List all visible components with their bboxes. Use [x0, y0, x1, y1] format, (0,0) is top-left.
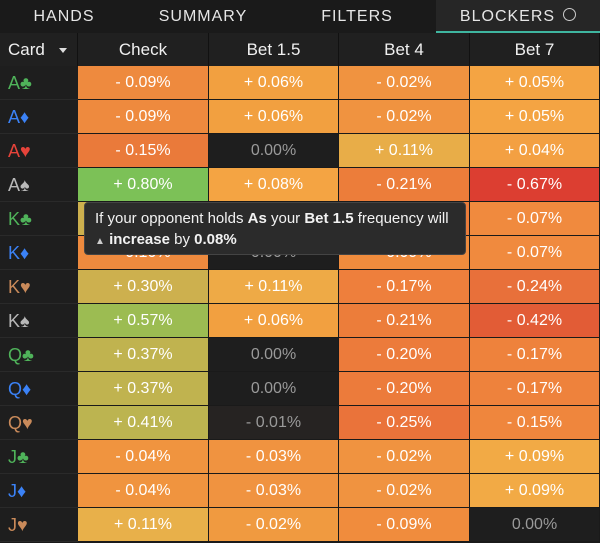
column-header[interactable]: Bet 1.5: [209, 33, 339, 66]
sort-caret[interactable]: [58, 48, 67, 54]
blocker-cell: - 0.07%: [470, 202, 600, 236]
blocker-cell: 0.00%: [470, 508, 600, 542]
tooltip: If your opponent holds As your Bet 1.5 f…: [84, 202, 466, 255]
blocker-cell: + 0.06%: [209, 304, 339, 338]
card-label: K♣: [0, 202, 78, 236]
tab[interactable]: SUMMARY: [158, 8, 248, 25]
blocker-cell: - 0.25%: [339, 406, 470, 440]
blocker-cell: - 0.09%: [78, 100, 209, 134]
column-header[interactable]: Bet 7: [470, 33, 600, 66]
blocker-cell: - 0.15%: [78, 134, 209, 168]
blocker-cell: - 0.01%: [209, 406, 339, 440]
tooltip-text: 0.08%: [194, 231, 237, 248]
blocker-cell: - 0.02%: [339, 66, 470, 100]
card-label: K♠: [0, 304, 78, 338]
blocker-cell: - 0.02%: [339, 474, 470, 508]
blocker-cell: - 0.09%: [78, 66, 209, 100]
blocker-cell: - 0.17%: [339, 270, 470, 304]
blocker-cell: + 0.37%: [78, 372, 209, 406]
blocker-cell: - 0.04%: [78, 440, 209, 474]
blocker-cell: + 0.37%: [78, 338, 209, 372]
card-label: Q♣: [0, 338, 78, 372]
blocker-cell: + 0.08%: [209, 168, 339, 202]
blocker-cell: + 0.80%: [78, 168, 209, 202]
blocker-cell: - 0.67%: [470, 168, 600, 202]
blocker-cell: + 0.04%: [470, 134, 600, 168]
tooltip-text: If your opponent holds: [95, 210, 244, 227]
tab[interactable]: FILTERS: [321, 8, 393, 25]
card-label: J♦: [0, 474, 78, 508]
tooltip-text: by: [174, 231, 190, 248]
blocker-cell: + 0.09%: [470, 440, 600, 474]
tooltip-text: Bet 1.5: [304, 210, 354, 227]
blocker-cell: 0.00%: [209, 134, 339, 168]
card-label: A♠: [0, 168, 78, 202]
card-label: J♣: [0, 440, 78, 474]
column-header[interactable]: Card: [0, 33, 78, 66]
blocker-cell: - 0.21%: [339, 304, 470, 338]
blocker-cell: - 0.03%: [209, 474, 339, 508]
blocker-cell: + 0.05%: [470, 66, 600, 100]
card-label: K♦: [0, 236, 78, 270]
blocker-cell: - 0.07%: [470, 236, 600, 270]
blocker-cell: - 0.02%: [339, 440, 470, 474]
blocker-cell: - 0.20%: [339, 338, 470, 372]
blocker-cell: 0.00%: [209, 372, 339, 406]
tooltip-text: frequency will: [357, 210, 449, 227]
card-label: A♥: [0, 134, 78, 168]
card-label: K♥: [0, 270, 78, 304]
blocker-cell: - 0.02%: [209, 508, 339, 542]
blocker-cell: - 0.03%: [209, 440, 339, 474]
blocker-cell: 0.00%: [209, 338, 339, 372]
tooltip-text: your: [270, 210, 301, 227]
blocker-cell: + 0.57%: [78, 304, 209, 338]
blocker-cell: - 0.09%: [339, 508, 470, 542]
tooltip-line: If your opponent holds As your Bet 1.5 f…: [95, 208, 455, 229]
blocker-cell: - 0.02%: [339, 100, 470, 134]
card-label: Q♦: [0, 372, 78, 406]
blocker-cell: - 0.24%: [470, 270, 600, 304]
blocker-cell: - 0.42%: [470, 304, 600, 338]
card-label: A♦: [0, 100, 78, 134]
blocker-cell: + 0.30%: [78, 270, 209, 304]
blocker-cell: + 0.05%: [470, 100, 600, 134]
tooltip-line: ▲ increase by 0.08%: [95, 231, 237, 248]
card-label: J♥: [0, 508, 78, 542]
blocker-cell: + 0.09%: [470, 474, 600, 508]
column-header[interactable]: Check: [78, 33, 209, 66]
blocker-cell: + 0.11%: [78, 508, 209, 542]
blocker-cell: + 0.11%: [339, 134, 470, 168]
blocker-cell: - 0.15%: [470, 406, 600, 440]
blocker-cell: - 0.20%: [339, 372, 470, 406]
blocker-cell: - 0.17%: [470, 372, 600, 406]
tab[interactable]: BLOCKERS: [436, 0, 600, 33]
blocker-cell: + 0.06%: [209, 100, 339, 134]
blocker-cell: - 0.04%: [78, 474, 209, 508]
card-label: A♣: [0, 66, 78, 100]
tooltip-text: increase: [109, 231, 170, 248]
blocker-cell: + 0.41%: [78, 406, 209, 440]
tooltip-text: As: [247, 210, 267, 227]
card-label: Q♥: [0, 406, 78, 440]
help-icon[interactable]: [563, 8, 577, 22]
blocker-cell: + 0.06%: [209, 66, 339, 100]
blocker-cell: + 0.11%: [209, 270, 339, 304]
blocker-cell: - 0.21%: [339, 168, 470, 202]
tab[interactable]: HANDS: [33, 8, 95, 25]
blocker-cell: - 0.17%: [470, 338, 600, 372]
column-header[interactable]: Bet 4: [339, 33, 470, 66]
